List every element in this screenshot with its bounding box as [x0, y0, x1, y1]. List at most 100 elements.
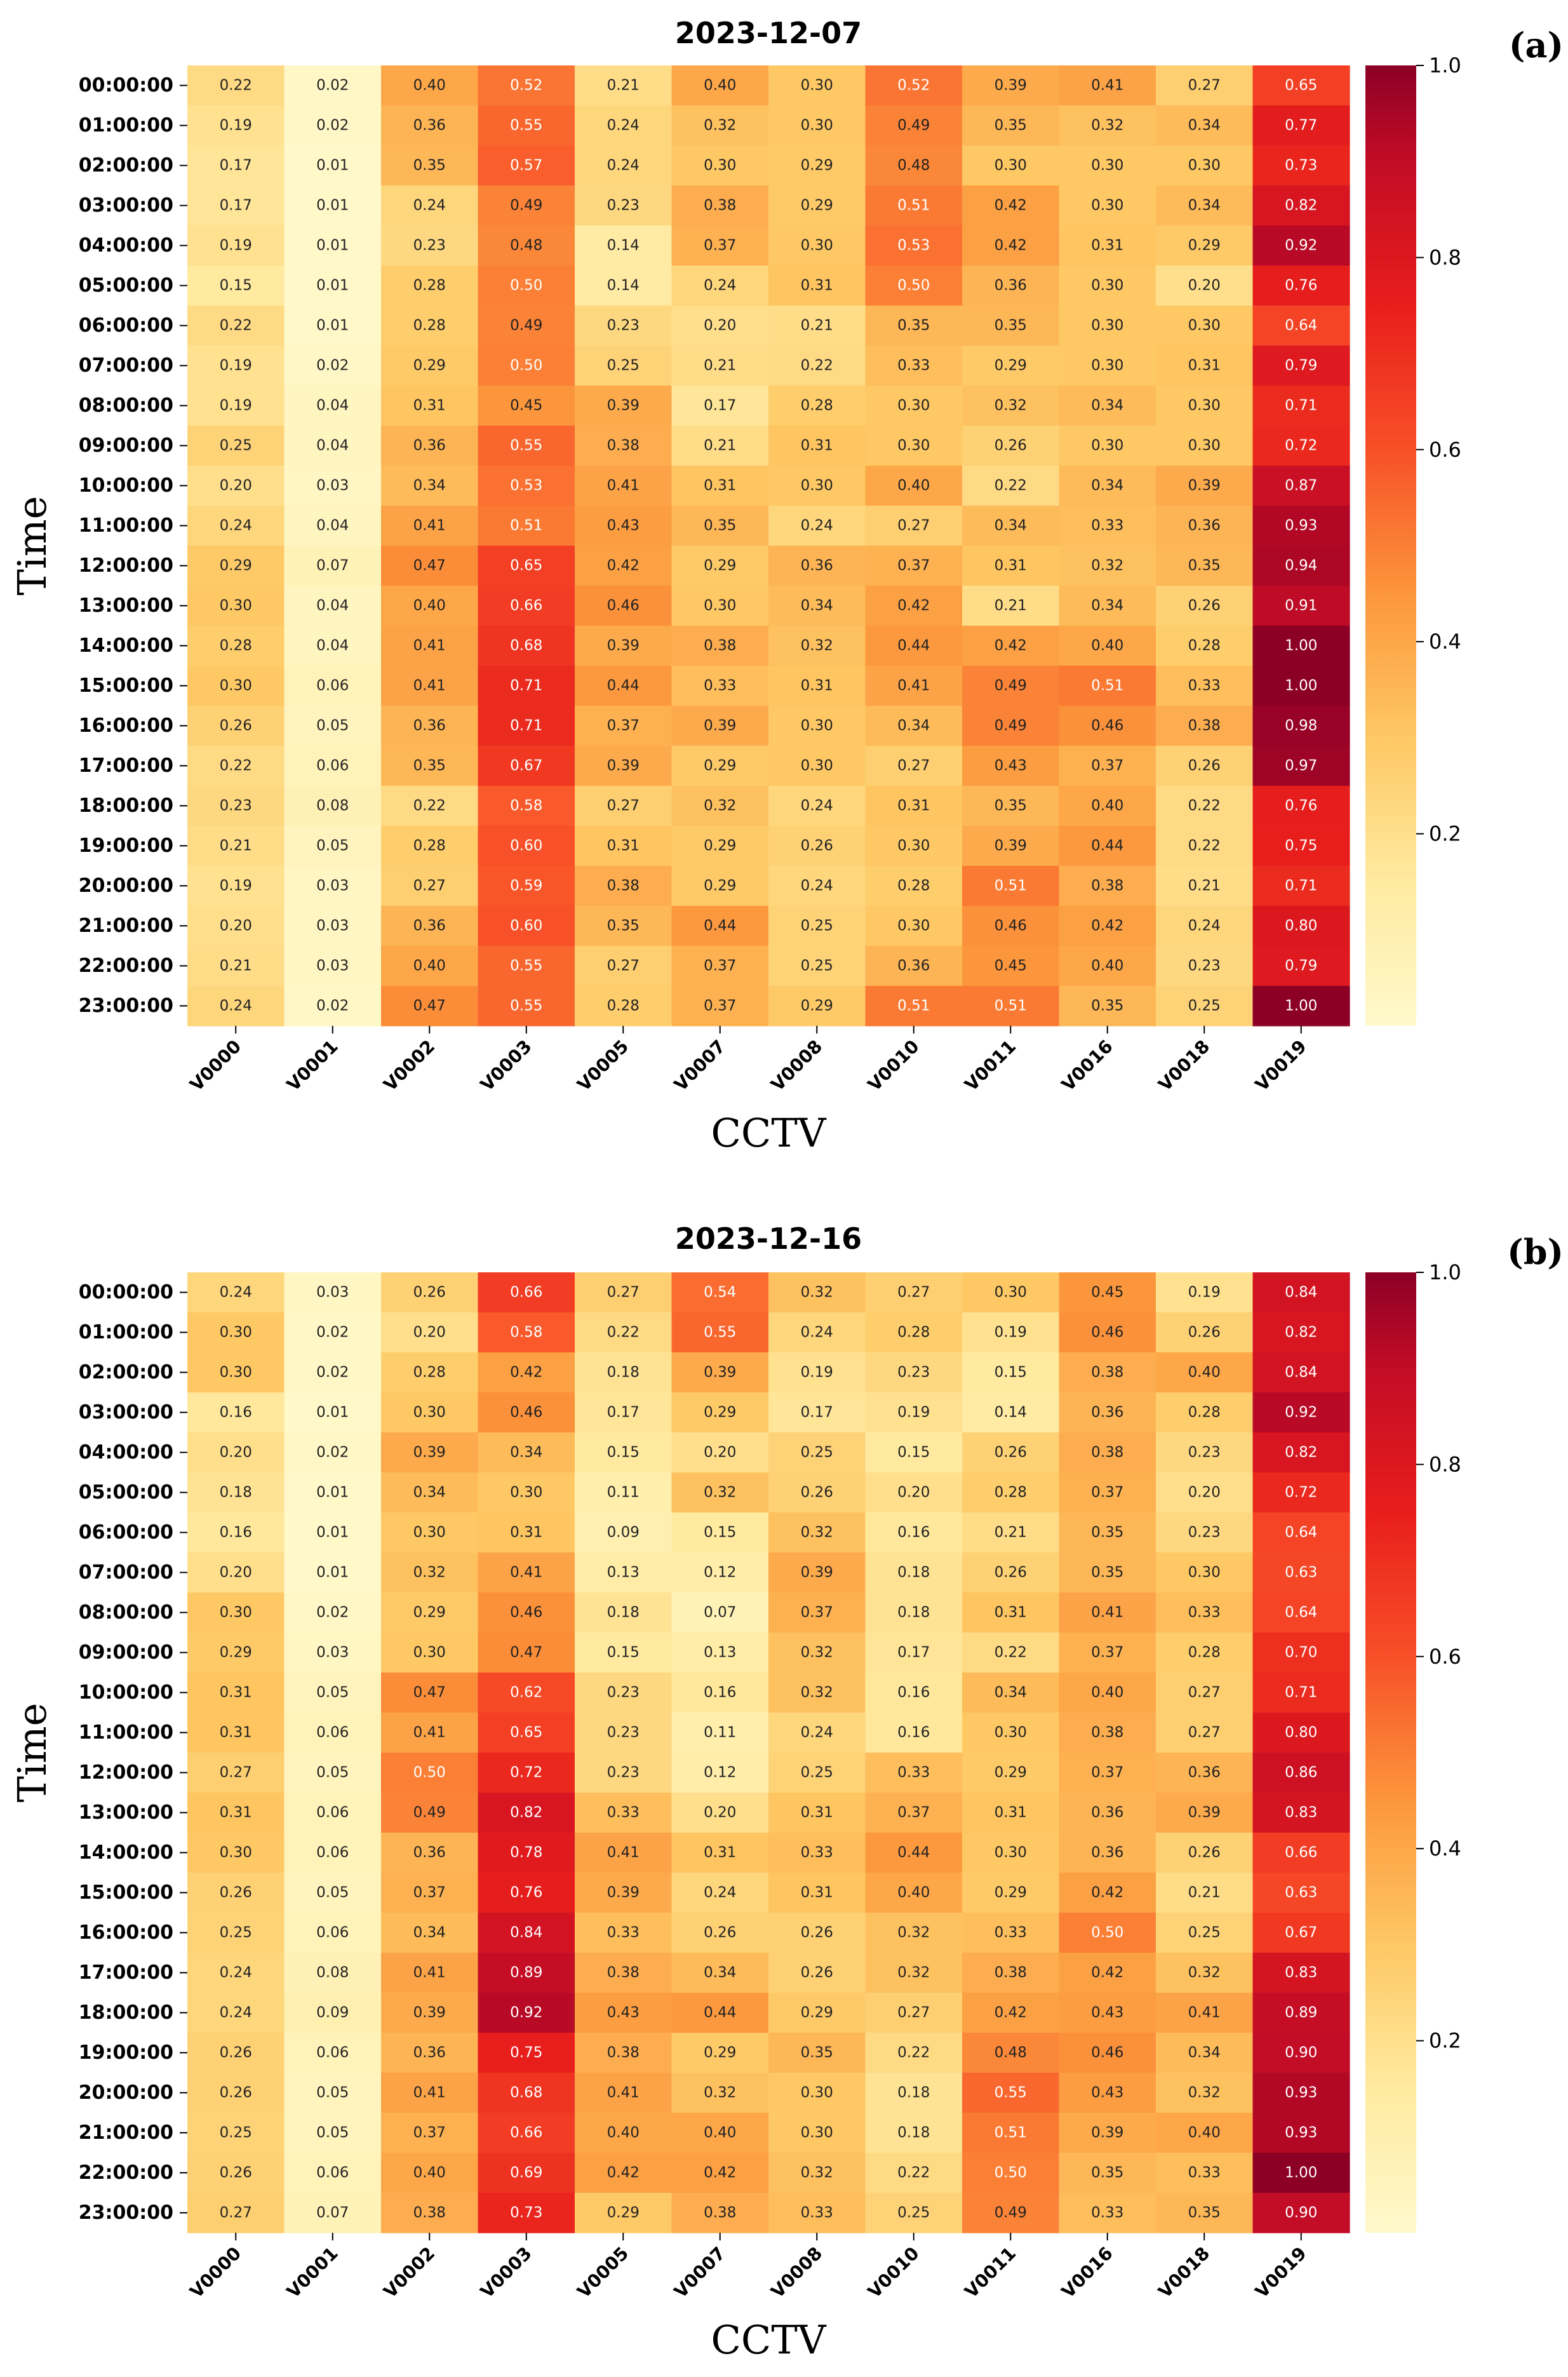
cell-value-label: 0.52 — [897, 77, 930, 94]
cell-value-label: 0.21 — [1188, 1885, 1221, 1901]
cell-value-label: 0.30 — [1188, 318, 1221, 334]
cell-value-label: 0.05 — [316, 2085, 349, 2101]
heatmap-cell — [284, 1993, 382, 2033]
heatmap-cell — [865, 986, 963, 1027]
cell-value-label: 0.44 — [704, 918, 736, 934]
heatmap-cell — [187, 1312, 285, 1353]
heatmap-cell — [284, 2113, 382, 2153]
heatmap-cell — [1252, 346, 1350, 386]
heatmap-cell — [671, 506, 769, 546]
heatmap-cell — [284, 826, 382, 866]
cell-value-label: 0.31 — [801, 1885, 833, 1901]
cell-value-label: 0.30 — [897, 838, 930, 854]
heatmap-cell — [381, 706, 479, 746]
heatmap-cell — [381, 1953, 479, 1993]
cell-value-label: 0.42 — [995, 638, 1027, 654]
heatmap-cell — [1156, 266, 1254, 306]
cell-value-label: 0.34 — [995, 518, 1027, 534]
cell-value-label: 0.30 — [220, 1364, 252, 1381]
heatmap-cell — [671, 786, 769, 826]
cell-value-label: 0.28 — [801, 398, 833, 414]
heatmap-cell — [1059, 986, 1156, 1027]
cell-value-label: 0.22 — [607, 1324, 640, 1341]
cell-value-label: 0.24 — [801, 518, 833, 534]
x-tick-label: V0010 — [864, 2243, 923, 2303]
cell-value-label: 0.18 — [897, 1605, 930, 1621]
cell-value-label: 0.46 — [510, 1404, 542, 1421]
heatmap-cell — [865, 1673, 963, 1713]
heatmap-cell — [962, 626, 1060, 666]
cell-value-label: 0.75 — [510, 2045, 542, 2061]
colorbar-tick-label: 1.0 — [1429, 53, 1461, 77]
cell-value-label: 0.30 — [1091, 358, 1123, 374]
heatmap-cell — [575, 1312, 673, 1353]
heatmap-cell — [284, 1392, 382, 1433]
heatmap-cell — [768, 1953, 866, 1993]
heatmap-cell — [381, 426, 479, 466]
heatmap-cell — [478, 1953, 575, 1993]
heatmap-cell — [1059, 1633, 1156, 1673]
colorbar-tick-label: 0.6 — [1429, 1645, 1461, 1669]
cell-value-label: 0.93 — [1285, 2125, 1317, 2141]
heatmap-cell — [1252, 546, 1350, 586]
cell-value-label: 0.49 — [995, 678, 1027, 694]
heatmap-cell — [575, 586, 673, 626]
cell-value-label: 0.33 — [801, 1845, 833, 1861]
heatmap-cell — [865, 1793, 963, 1833]
heatmap-cell — [187, 466, 285, 506]
cell-value-label: 0.50 — [897, 278, 930, 294]
heatmap-cell — [284, 746, 382, 786]
heatmap-cell — [1059, 1833, 1156, 1873]
cell-value-label: 0.71 — [510, 718, 542, 734]
heatmap-cell — [187, 786, 285, 826]
cell-value-label: 0.29 — [704, 838, 736, 854]
heatmap-cell — [381, 586, 479, 626]
cell-value-label: 0.72 — [1285, 1485, 1317, 1501]
heatmap-cell — [671, 1352, 769, 1393]
cell-value-label: 0.29 — [801, 198, 833, 214]
y-tick-label: 12:00:00 — [79, 555, 173, 577]
heatmap-cell — [478, 1833, 575, 1873]
heatmap-cell — [284, 586, 382, 626]
cell-value-label: 0.02 — [316, 1444, 349, 1461]
heatmap-cell — [187, 1512, 285, 1553]
heatmap-cell — [1156, 826, 1254, 866]
cell-value-label: 0.42 — [995, 2005, 1027, 2021]
y-tick-label: 06:00:00 — [79, 1521, 173, 1544]
heatmap-cell — [671, 706, 769, 746]
cell-value-label: 0.22 — [897, 2165, 930, 2181]
cell-value-label: 0.27 — [607, 958, 640, 974]
heatmap-cell — [575, 706, 673, 746]
cell-value-label: 0.57 — [510, 158, 542, 174]
heatmap-cell — [768, 1753, 866, 1793]
cell-value-label: 0.23 — [607, 198, 640, 214]
cell-value-label: 0.22 — [220, 77, 252, 94]
cell-value-label: 0.48 — [510, 238, 542, 254]
heatmap-cell — [187, 1352, 285, 1393]
y-tick-label: 02:00:00 — [79, 154, 173, 177]
heatmap-cell — [1156, 466, 1254, 506]
cell-value-label: 0.19 — [220, 878, 252, 894]
cell-value-label: 0.30 — [220, 678, 252, 694]
heatmap-cell — [478, 1472, 575, 1513]
heatmap-cell — [865, 386, 963, 426]
heatmap-cell — [768, 1913, 866, 1953]
heatmap-cell — [1156, 546, 1254, 586]
heatmap-cell — [962, 586, 1060, 626]
cell-value-label: 0.69 — [510, 2165, 542, 2181]
cell-value-label: 0.01 — [316, 198, 349, 214]
heatmap-cell — [962, 946, 1060, 986]
heatmap-cell — [575, 1713, 673, 1753]
cell-value-label: 0.27 — [897, 758, 930, 774]
heatmap-cell — [962, 506, 1060, 546]
heatmap-panel-a: 2023-12-07 (a) 0.22 0.02 0.40 0.52 0.21 0.40 0.3… — [9, 16, 1564, 1156]
cell-value-label: 0.25 — [897, 2205, 930, 2221]
cell-value-label: 0.41 — [607, 1845, 640, 1861]
heatmap-cell — [575, 786, 673, 826]
cell-value-label: 0.42 — [1091, 1885, 1123, 1901]
heatmap-cell — [284, 1713, 382, 1753]
heatmap-cell — [284, 1873, 382, 1913]
x-tick-label: V0002 — [379, 1036, 439, 1096]
heatmap-cell — [1252, 185, 1350, 226]
heatmap-cell — [381, 306, 479, 346]
